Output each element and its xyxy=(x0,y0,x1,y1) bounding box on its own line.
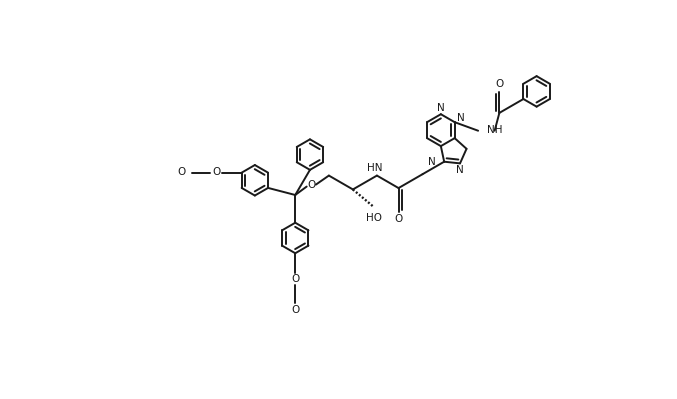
Text: O: O xyxy=(308,180,316,190)
Text: HO: HO xyxy=(366,213,382,223)
Text: O: O xyxy=(212,167,221,177)
Text: HN: HN xyxy=(366,163,382,173)
Text: N: N xyxy=(456,165,464,175)
Text: O: O xyxy=(291,274,299,284)
Text: N: N xyxy=(429,157,436,167)
Text: NH: NH xyxy=(487,125,503,135)
Text: N: N xyxy=(437,103,445,113)
Text: O: O xyxy=(177,167,186,177)
Text: O: O xyxy=(395,214,403,224)
Text: O: O xyxy=(496,79,504,89)
Text: N: N xyxy=(457,113,464,122)
Text: O: O xyxy=(291,306,299,316)
